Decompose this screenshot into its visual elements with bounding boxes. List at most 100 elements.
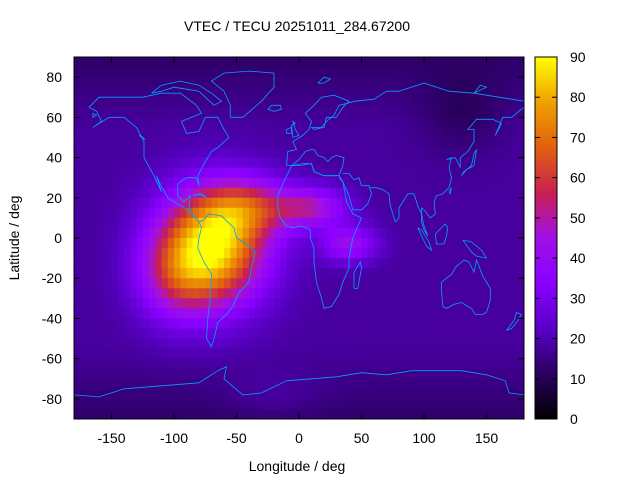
heat-cell	[461, 328, 469, 339]
heat-cell	[436, 127, 444, 138]
heat-cell	[342, 177, 350, 189]
heat-cell	[124, 348, 131, 360]
heat-cell	[467, 338, 475, 350]
heat-cell	[186, 157, 194, 169]
heat-cell	[211, 308, 219, 319]
heat-cell	[405, 177, 412, 189]
heat-cell	[436, 217, 444, 229]
heat-cell	[367, 157, 375, 169]
heat-cell	[424, 328, 431, 339]
heat-cell	[224, 97, 231, 108]
heat-cell	[511, 117, 519, 128]
heat-cell	[336, 298, 344, 309]
heat-cell	[280, 77, 287, 88]
heat-cell	[236, 328, 244, 339]
heat-cell	[211, 87, 219, 98]
heat-cell	[105, 348, 112, 360]
heat-cell	[342, 227, 350, 239]
heat-cell	[430, 97, 437, 108]
heat-cell	[111, 398, 119, 410]
heat-cell	[305, 358, 312, 370]
heat-cell	[105, 207, 112, 219]
heat-cell	[424, 278, 431, 289]
heat-cell	[161, 57, 169, 68]
heat-cell	[205, 348, 212, 360]
heat-cell	[442, 298, 450, 309]
heat-cell	[511, 258, 519, 269]
heat-cell	[267, 137, 275, 148]
heat-cell	[174, 238, 181, 249]
heat-cell	[292, 268, 300, 279]
heat-cell	[174, 278, 181, 289]
heat-cell	[405, 227, 412, 239]
heat-cell	[417, 117, 425, 128]
heat-cell	[499, 268, 506, 279]
heat-cell	[136, 227, 144, 239]
heat-cell	[161, 167, 169, 179]
heat-cell	[267, 87, 275, 98]
heat-cell	[380, 248, 387, 259]
heat-cell	[480, 127, 487, 138]
heat-cell	[386, 157, 394, 169]
heat-cell	[486, 87, 494, 98]
heat-cell	[192, 248, 200, 259]
heat-cell	[267, 167, 275, 179]
heat-cell	[142, 167, 150, 179]
heat-cell	[342, 388, 350, 400]
heat-cell	[274, 408, 281, 420]
coastline-path	[267, 104, 283, 112]
heat-cell	[417, 378, 425, 390]
heat-cell	[74, 117, 81, 128]
heat-cell	[417, 127, 425, 138]
heat-cell	[236, 217, 244, 229]
heat-cell	[249, 298, 256, 309]
heat-cell	[517, 298, 525, 309]
heat-cell	[417, 358, 425, 370]
heat-cell	[292, 147, 300, 158]
heat-cell	[117, 328, 125, 339]
heat-cell	[492, 177, 500, 189]
heat-cell	[280, 107, 287, 118]
heat-cell	[167, 197, 175, 209]
heat-cell	[324, 87, 331, 98]
heat-cell	[442, 57, 450, 68]
heat-cell	[74, 197, 81, 209]
heat-cell	[492, 268, 500, 279]
heat-cell	[411, 137, 419, 148]
heat-cell	[211, 227, 219, 239]
heat-cell	[486, 398, 494, 410]
heat-cell	[255, 157, 262, 169]
heat-cell	[324, 368, 331, 380]
heat-cell	[367, 197, 375, 209]
heat-cell	[392, 258, 400, 269]
heat-cell	[399, 328, 406, 339]
heat-cell	[74, 308, 81, 319]
heat-cell	[255, 57, 262, 68]
heat-cell	[80, 137, 87, 148]
heat-cell	[280, 248, 287, 259]
heat-cell	[361, 167, 369, 179]
heat-cell	[399, 238, 406, 249]
heat-cell	[255, 318, 262, 329]
heat-cell	[105, 358, 112, 370]
heat-cell	[142, 348, 150, 360]
heat-cell	[474, 77, 481, 88]
heat-cell	[161, 97, 169, 108]
heat-cell	[342, 268, 350, 279]
heat-cell	[424, 197, 431, 209]
heat-cell	[74, 238, 81, 249]
heat-cell	[355, 358, 362, 370]
heat-cell	[417, 107, 425, 118]
heat-cell	[499, 77, 506, 88]
heat-cell	[317, 258, 325, 269]
heat-cell	[499, 278, 506, 289]
heat-cell	[267, 408, 275, 420]
heat-cell	[374, 388, 381, 400]
heat-cell	[292, 137, 300, 148]
heat-cell	[155, 107, 162, 118]
heat-cell	[180, 97, 187, 108]
heat-cell	[274, 117, 281, 128]
heat-cell	[211, 398, 219, 410]
heat-cell	[217, 97, 225, 108]
heat-cell	[436, 167, 444, 179]
